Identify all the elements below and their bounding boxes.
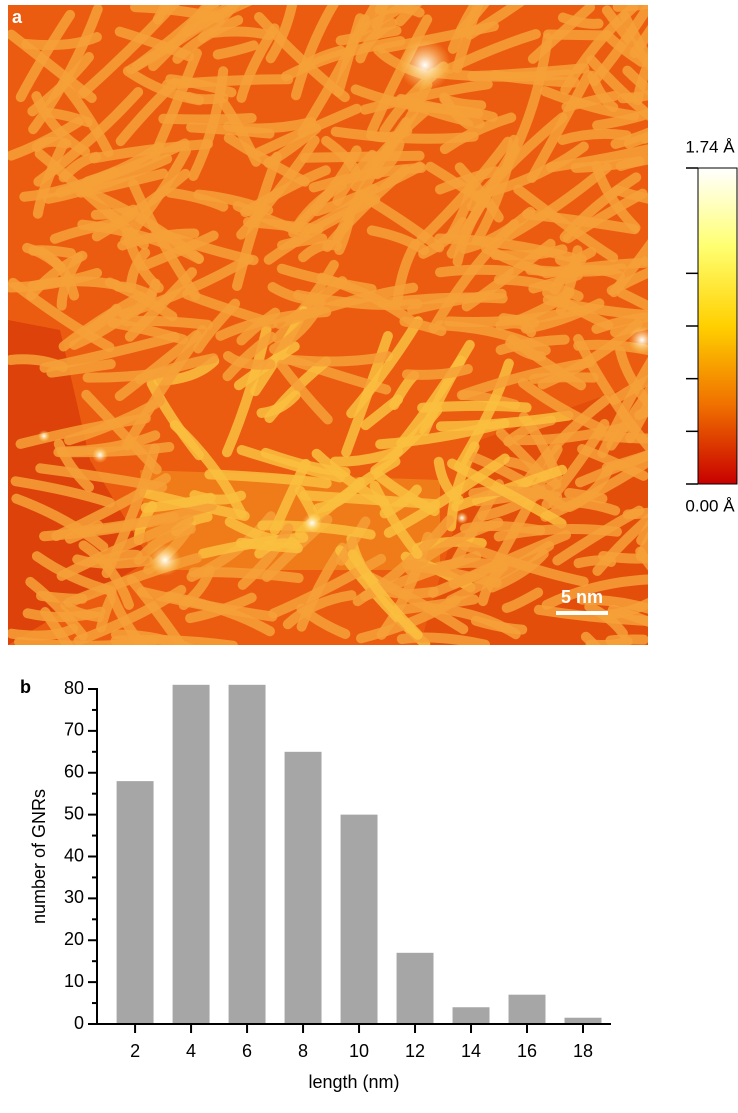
x-tick-label: 12 — [405, 1041, 425, 1061]
colorbar-label: 1.74 Å — [685, 137, 735, 156]
bar — [172, 684, 210, 1024]
x-tick-label: 16 — [517, 1041, 537, 1061]
panel-label: a — [12, 7, 23, 27]
bar — [452, 1007, 490, 1024]
x-tick-label: 6 — [242, 1041, 252, 1061]
colorbar — [697, 167, 738, 485]
y-tick-label: 30 — [64, 887, 84, 907]
bar — [564, 1017, 602, 1024]
scale-bar-label: 5 nm — [561, 587, 603, 607]
x-tick-label: 10 — [349, 1041, 369, 1061]
x-tick-label: 14 — [461, 1041, 481, 1061]
x-tick-label: 2 — [130, 1041, 140, 1061]
y-tick-label: 10 — [64, 971, 84, 991]
bar — [508, 994, 546, 1024]
bar — [340, 814, 378, 1024]
bar — [284, 751, 322, 1024]
y-tick-label: 20 — [64, 929, 84, 949]
bar — [396, 952, 434, 1024]
bar — [228, 684, 266, 1024]
x-tick-label: 18 — [573, 1041, 593, 1061]
x-tick-label: 4 — [186, 1041, 196, 1061]
panel-label: b — [20, 677, 31, 697]
y-tick-label: 80 — [64, 678, 84, 698]
bar — [116, 781, 154, 1024]
x-axis-label: length (nm) — [308, 1072, 399, 1092]
y-tick-label: 0 — [74, 1013, 84, 1033]
y-axis-label: number of GNRs — [29, 789, 49, 924]
y-tick-label: 50 — [64, 803, 84, 823]
colorbar-label: 0.00 Å — [685, 496, 735, 515]
y-tick-label: 60 — [64, 762, 84, 782]
y-tick-label: 70 — [64, 720, 84, 740]
stm-image — [8, 5, 648, 645]
x-tick-label: 8 — [298, 1041, 308, 1061]
y-tick-label: 40 — [64, 845, 84, 865]
